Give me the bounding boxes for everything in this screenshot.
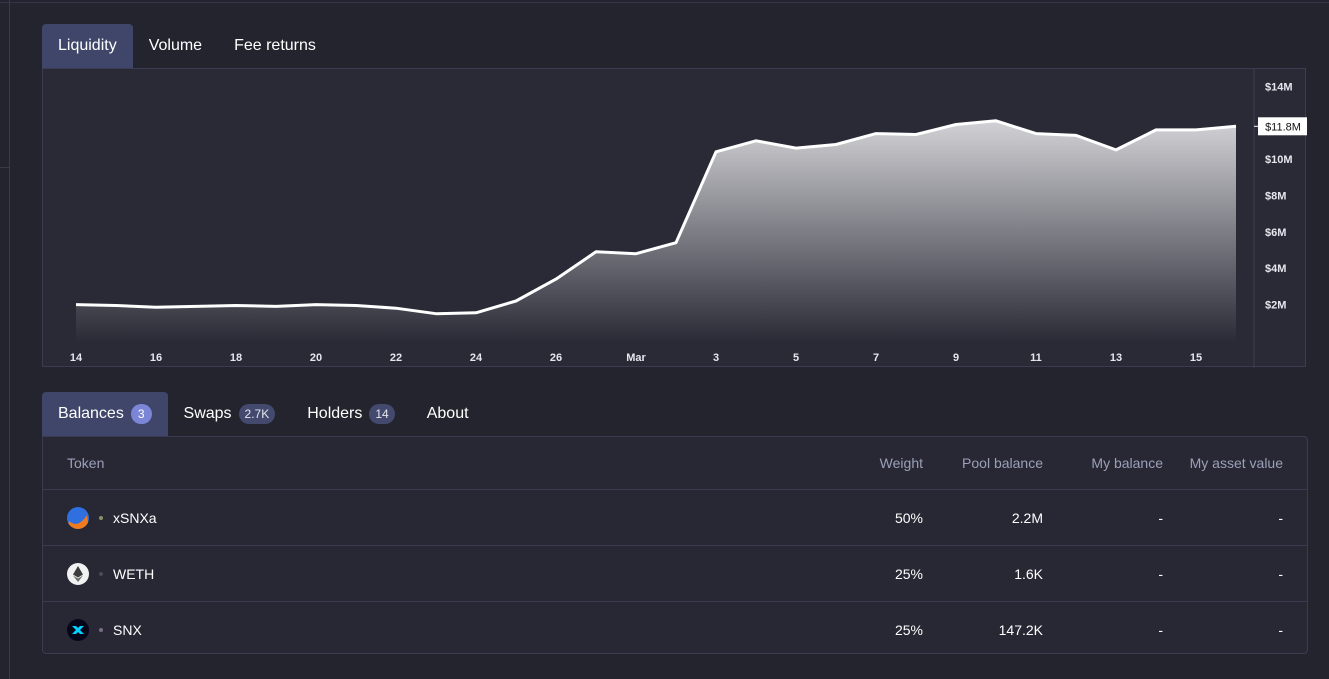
x-tick-label: 22 — [390, 352, 402, 364]
x-tick-label: 13 — [1110, 352, 1122, 364]
tab-fee-returns[interactable]: Fee returns — [218, 24, 332, 68]
weight-value: 25% — [894, 621, 923, 638]
x-tick-label: 14 — [70, 352, 83, 364]
header-token: Token — [67, 455, 105, 471]
table-row[interactable]: SNX 25% 147.2K - - — [43, 602, 1307, 657]
my-asset-value: - — [1278, 565, 1283, 582]
token-cell: SNX — [67, 602, 142, 657]
snx-icon — [67, 618, 89, 641]
left-sidebar-edge — [0, 0, 10, 679]
liquidity-line — [75, 119, 1237, 316]
my-balance-value: - — [1158, 621, 1163, 638]
tab-holders-label: Holders — [307, 405, 363, 422]
current-value-marker: $11.8M — [1254, 117, 1307, 136]
tab-swaps-label: Swaps — [183, 405, 232, 422]
current-value-label: $11.8M — [1265, 121, 1301, 133]
tab-balances-label: Balances — [58, 405, 124, 422]
y-tick-label: $4M — [1265, 263, 1286, 275]
token-name: WETH — [113, 565, 155, 582]
x-tick-label: 5 — [793, 352, 799, 364]
header-my-balance: My balance — [1091, 455, 1163, 471]
balances-count-badge: 3 — [130, 404, 152, 424]
token-name: xSNXa — [113, 509, 157, 526]
y-tick-label: $10M — [1265, 154, 1293, 166]
header-my-asset-value: My asset value — [1189, 455, 1283, 471]
token-cell: WETH — [67, 546, 154, 601]
tab-holders[interactable]: Holders 14 — [291, 392, 411, 436]
my-balance-value: - — [1158, 565, 1163, 582]
tab-fee-returns-label: Fee returns — [234, 37, 316, 54]
tab-liquidity[interactable]: Liquidity — [42, 24, 133, 68]
token-name: SNX — [113, 621, 142, 638]
liquidity-chart[interactable]: $14M$12M$10M$8M$6M$4M$2M 14161820222426M… — [43, 69, 1307, 368]
x-tick-label: 26 — [550, 352, 562, 364]
weth-icon — [67, 562, 89, 585]
tab-about-label: About — [426, 405, 469, 422]
table-row[interactable]: xSNXa 50% 2.2M - - — [43, 490, 1307, 546]
balances-table: Token Weight Pool balance My balance My … — [42, 436, 1308, 654]
token-dot — [99, 571, 103, 576]
tab-volume[interactable]: Volume — [133, 24, 218, 68]
token-dot — [99, 515, 103, 520]
y-tick-label: $8M — [1265, 190, 1286, 202]
tab-about[interactable]: About — [411, 392, 485, 436]
chart-tabs: Liquidity Volume Fee returns — [42, 24, 332, 68]
x-tick-label: 20 — [310, 352, 322, 364]
pool-balance-value: 2.2M — [1011, 509, 1043, 526]
liquidity-chart-panel: $14M$12M$10M$8M$6M$4M$2M 14161820222426M… — [42, 68, 1307, 368]
pool-tabs: Balances 3 Swaps 2.7K Holders 14 About — [42, 392, 485, 436]
my-balance-value: - — [1158, 509, 1163, 526]
x-tick-label: 7 — [873, 352, 879, 364]
weight-value: 50% — [894, 509, 923, 526]
x-tick-label: 15 — [1190, 352, 1202, 364]
pool-balance-value: 147.2K — [998, 621, 1043, 638]
table-row[interactable]: WETH 25% 1.6K - - — [43, 546, 1307, 602]
liquidity-area — [76, 120, 1236, 341]
token-dot — [99, 627, 103, 632]
x-tick-label: 11 — [1030, 352, 1042, 364]
tab-balances[interactable]: Balances 3 — [42, 392, 168, 436]
x-tick-label: 3 — [713, 352, 719, 364]
my-asset-value: - — [1278, 621, 1283, 638]
x-tick-label: 16 — [150, 352, 162, 364]
weight-value: 25% — [894, 565, 923, 582]
token-cell: xSNXa — [67, 490, 157, 545]
swaps-count-badge: 2.7K — [238, 404, 276, 424]
my-asset-value: - — [1278, 509, 1283, 526]
table-header: Token Weight Pool balance My balance My … — [43, 437, 1307, 490]
xsnxa-icon — [67, 506, 89, 529]
x-tick-label: Mar — [626, 352, 646, 364]
x-tick-label: 24 — [470, 352, 483, 364]
top-divider — [0, 2, 1329, 3]
y-tick-label: $2M — [1265, 300, 1286, 312]
x-tick-label: 18 — [230, 352, 242, 364]
y-tick-label: $6M — [1265, 227, 1286, 239]
pool-balance-value: 1.6K — [1014, 565, 1043, 582]
tab-swaps[interactable]: Swaps 2.7K — [168, 392, 292, 436]
header-weight: Weight — [879, 455, 923, 471]
tab-volume-label: Volume — [148, 37, 203, 54]
header-pool-balance: Pool balance — [962, 455, 1043, 471]
x-tick-label: 9 — [953, 352, 959, 364]
sidebar-divider — [0, 167, 9, 168]
holders-count-badge: 14 — [369, 404, 395, 424]
tab-liquidity-label: Liquidity — [58, 37, 117, 54]
y-tick-label: $14M — [1265, 81, 1293, 93]
